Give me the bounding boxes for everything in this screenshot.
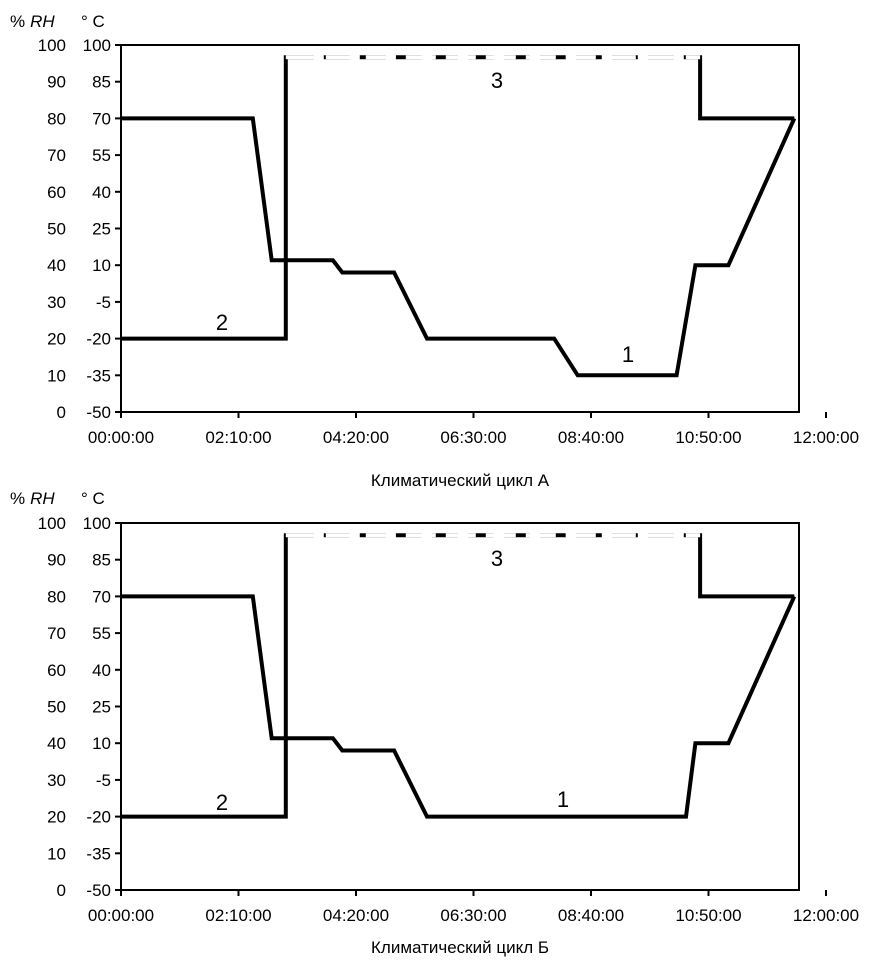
- right-axis-unit: ° C: [81, 489, 105, 508]
- x-tick-label: 04:20:00: [323, 428, 389, 447]
- series-1-line: [121, 116, 797, 378]
- rh-tick-label: 90: [47, 73, 66, 92]
- temp-tick-label: -20: [86, 808, 111, 827]
- x-tick-label: 06:30:00: [440, 428, 506, 447]
- rh-tick-label: 80: [47, 587, 66, 606]
- left-axis-unit: % RH: [10, 12, 55, 31]
- rh-tick-label: 40: [47, 256, 66, 275]
- x-tick-label: 02:10:00: [205, 906, 271, 925]
- temp-tick-label: 10: [92, 256, 111, 275]
- left-axis-unit: % RH: [10, 489, 55, 508]
- rh-tick-label: 70: [47, 146, 66, 165]
- rh-tick-label: 10: [47, 366, 66, 385]
- temp-tick-label: 25: [92, 698, 111, 717]
- temp-tick-label: -50: [86, 403, 111, 422]
- temp-tick-label: -5: [96, 293, 111, 312]
- x-tick-label: 00:00:00: [88, 906, 154, 925]
- rh-tick-label: 60: [47, 183, 66, 202]
- temp-tick-label: -35: [86, 844, 111, 863]
- rh-tick-label: 30: [47, 771, 66, 790]
- series-3-label: 3: [491, 68, 503, 93]
- left-axis-unit-rh: RH: [30, 489, 55, 508]
- temp-tick-label: 40: [92, 183, 111, 202]
- x-tick-label: 00:00:00: [88, 428, 154, 447]
- temp-tick-label: 70: [92, 587, 111, 606]
- rh-tick-label: 50: [47, 220, 66, 239]
- temp-tick-label: 10: [92, 734, 111, 753]
- series-3-label: 3: [491, 546, 503, 571]
- x-tick-label: 12:00:00: [793, 906, 859, 925]
- left-axis-unit-prefix: %: [10, 489, 25, 508]
- rh-tick-label: 100: [38, 36, 66, 55]
- temp-tick-label: 85: [92, 551, 111, 570]
- rh-tick-label: 70: [47, 624, 66, 643]
- temp-tick-label: 40: [92, 661, 111, 680]
- x-tick-label: 02:10:00: [205, 428, 271, 447]
- plot-frame: [120, 44, 800, 413]
- temp-tick-label: -20: [86, 330, 111, 349]
- rh-tick-label: 30: [47, 293, 66, 312]
- temp-tick-label: 85: [92, 73, 111, 92]
- x-tick-label: 08:40:00: [558, 906, 624, 925]
- series-2-line: [121, 55, 795, 341]
- temp-tick-label: 55: [92, 146, 111, 165]
- rh-tick-label: 0: [57, 881, 66, 900]
- series-2-label: 2: [216, 790, 228, 815]
- series-1-line: [121, 594, 797, 819]
- rh-tick-label: 80: [47, 109, 66, 128]
- left-axis-unit-prefix: %: [10, 12, 25, 31]
- plot-frame: [120, 522, 800, 891]
- series-1-label: 1: [622, 342, 634, 367]
- rh-tick-label: 0: [57, 403, 66, 422]
- temp-tick-label: -5: [96, 771, 111, 790]
- x-tick-label: 08:40:00: [558, 428, 624, 447]
- temp-tick-label: 25: [92, 220, 111, 239]
- chart-title: Климатический цикл А: [371, 471, 550, 490]
- x-tick-label: 10:50:00: [675, 428, 741, 447]
- left-axis-unit-rh: RH: [30, 12, 55, 31]
- rh-tick-label: 20: [47, 808, 66, 827]
- x-tick-label: 06:30:00: [440, 906, 506, 925]
- rh-tick-label: 10: [47, 844, 66, 863]
- rh-tick-label: 90: [47, 551, 66, 570]
- x-tick-label: 04:20:00: [323, 906, 389, 925]
- temp-tick-label: 55: [92, 624, 111, 643]
- series-2-label: 2: [216, 310, 228, 335]
- temp-tick-label: 70: [92, 109, 111, 128]
- x-tick-label: 12:00:00: [793, 428, 859, 447]
- temp-tick-label: -50: [86, 881, 111, 900]
- series-1-label: 1: [557, 787, 569, 812]
- chart-title: Климатический цикл Б: [371, 938, 549, 957]
- rh-tick-label: 20: [47, 330, 66, 349]
- rh-tick-label: 50: [47, 698, 66, 717]
- temp-tick-label: 100: [83, 36, 111, 55]
- temp-tick-label: 100: [83, 514, 111, 533]
- temp-tick-label: -35: [86, 366, 111, 385]
- right-axis-unit: ° C: [81, 12, 105, 31]
- rh-tick-label: 100: [38, 514, 66, 533]
- rh-tick-label: 40: [47, 734, 66, 753]
- rh-tick-label: 60: [47, 661, 66, 680]
- x-tick-label: 10:50:00: [675, 906, 741, 925]
